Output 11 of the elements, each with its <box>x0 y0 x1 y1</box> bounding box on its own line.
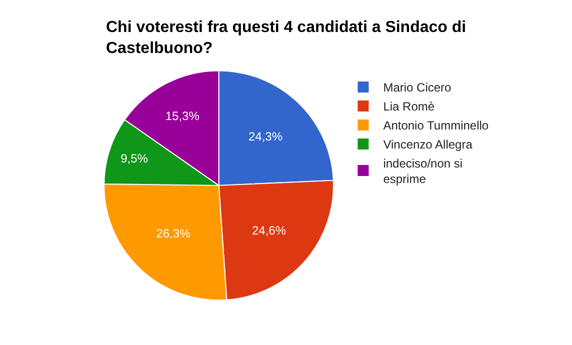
data-label: 24,3% <box>248 129 283 144</box>
data-label: 9,5% <box>120 151 148 166</box>
legend-label: Lia Romè <box>383 100 435 114</box>
chart-title: Chi voteresti fra questi 4 candidati a Sindaco di Castelbuono? <box>106 19 466 57</box>
data-label: 26,3% <box>156 226 191 240</box>
legend-label: Mario Cicero <box>383 80 452 95</box>
legend-label: Antonio Tumminello <box>383 118 489 133</box>
data-label: 15,3% <box>165 108 200 123</box>
legend-label: Vincenzo Allegra <box>383 138 473 152</box>
data-label: 24,6% <box>252 223 286 238</box>
legend-label: indeciso/non si esprime <box>383 156 463 186</box>
